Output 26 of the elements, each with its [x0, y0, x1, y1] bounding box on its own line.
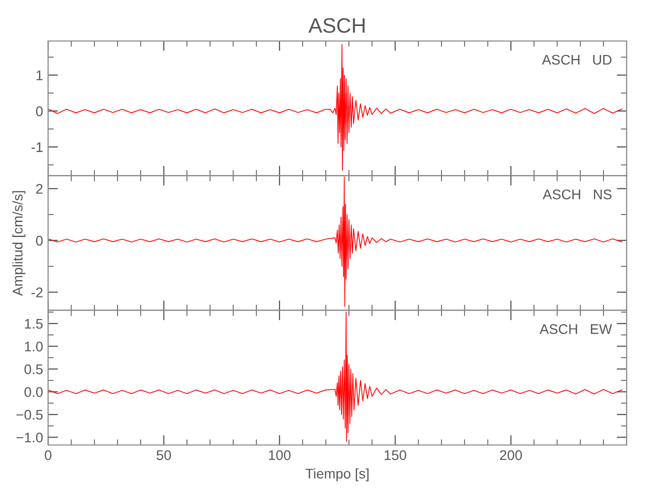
y-tick-label: −1.0 [16, 432, 43, 442]
x-tick-label: 50 [156, 450, 171, 460]
y-axis-title: Amplitud [cm/s/s] [12, 191, 26, 296]
y-tick-label: -1 [32, 142, 43, 152]
x-tick-label: 150 [384, 450, 406, 460]
x-tick-label: 100 [268, 450, 291, 460]
annotation: ASCH EW [540, 324, 612, 334]
y-tick-label: 1 [36, 70, 43, 80]
x-axis-title: Tiempo [s] [306, 468, 369, 482]
line-series [48, 176, 622, 307]
y-tick-label: 0.0 [24, 387, 43, 397]
y-tick-label: 0.5 [24, 364, 43, 374]
chart-title: ASCH [308, 18, 365, 33]
line-series [48, 312, 622, 442]
annotation: ASCH UD [542, 54, 612, 65]
y-tick-label: 2 [36, 184, 43, 194]
y-tick-label: 0 [36, 106, 43, 116]
y-tick-label: −0.5 [16, 410, 43, 420]
y-tick-label: 1.0 [24, 342, 43, 352]
x-tick-label: 200 [500, 450, 522, 460]
y-tick-label: 0 [36, 236, 43, 246]
y-tick-label: 1.5 [24, 319, 43, 329]
x-tick-label: 0 [44, 450, 52, 460]
y-tick-label: -2 [32, 288, 43, 298]
annotation: ASCH NS [542, 190, 612, 200]
line-series [48, 44, 622, 171]
